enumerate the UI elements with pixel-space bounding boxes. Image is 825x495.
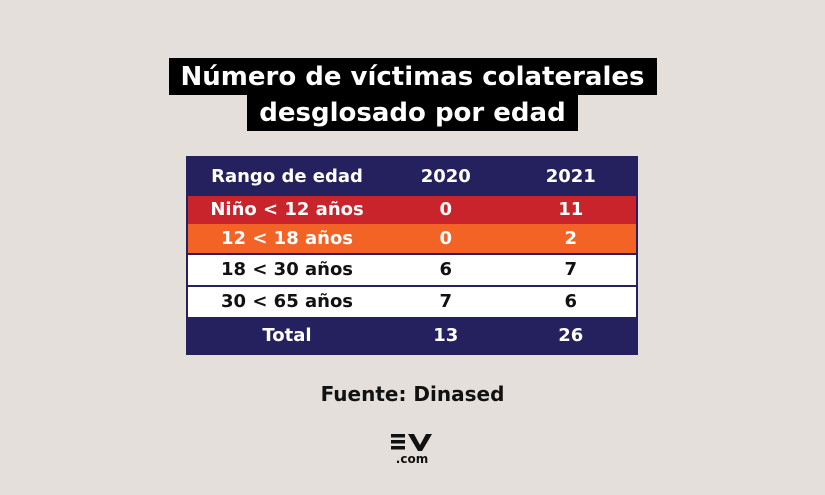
data-table: Rango de edad 2020 2021 Niño < 12 años 0… (186, 156, 638, 355)
row-label: 30 < 65 años (187, 286, 387, 319)
cell-2021: 7 (505, 253, 637, 287)
cell-2021: 6 (505, 286, 637, 319)
title-line-1: Número de víctimas colaterales (168, 58, 657, 95)
row-label: Niño < 12 años (187, 196, 387, 224)
source-note: Fuente: Dinased (320, 382, 505, 406)
table-total-row: Total 13 26 (187, 318, 637, 354)
table-header-row: Rango de edad 2020 2021 (187, 157, 637, 196)
column-header-2021: 2021 (505, 157, 637, 196)
cell-2021: 11 (505, 196, 637, 224)
title-line-2: desglosado por edad (247, 94, 578, 131)
row-label: 18 < 30 años (187, 253, 387, 287)
cell-2020: 0 (386, 196, 506, 224)
cell-2021: 2 (505, 224, 637, 254)
cell-2020: 6 (386, 253, 506, 287)
total-2021: 26 (505, 318, 637, 354)
chart-title: Número de víctimas colaterales desglosad… (0, 58, 825, 131)
logo-domain-text: .com (395, 452, 429, 466)
table-row: 12 < 18 años 0 2 (187, 224, 637, 254)
total-label: Total (187, 318, 387, 354)
ecuavisa-logo-icon (391, 434, 432, 451)
cell-2020: 7 (386, 286, 506, 319)
table-row: 30 < 65 años 7 6 (187, 286, 637, 319)
row-label: 12 < 18 años (187, 224, 387, 254)
cell-2020: 0 (386, 224, 506, 254)
table-row: Niño < 12 años 0 11 (187, 196, 637, 224)
total-2020: 13 (386, 318, 506, 354)
column-header-2020: 2020 (386, 157, 506, 196)
column-header-age-range: Rango de edad (187, 157, 387, 196)
table-row: 18 < 30 años 6 7 (187, 253, 637, 287)
